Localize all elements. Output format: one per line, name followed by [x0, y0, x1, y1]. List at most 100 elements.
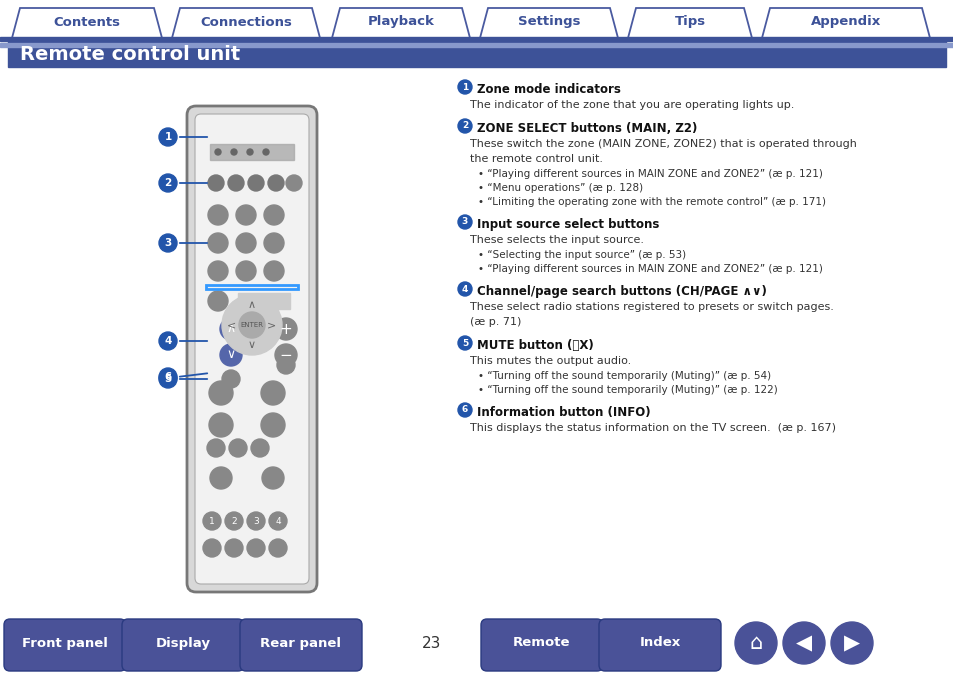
Text: 6: 6: [164, 372, 172, 382]
Circle shape: [830, 622, 872, 664]
Text: Channel/page search buttons (CH/PAGE ∧∨): Channel/page search buttons (CH/PAGE ∧∨): [476, 285, 766, 298]
Circle shape: [274, 344, 296, 366]
Text: 3: 3: [253, 516, 258, 526]
Text: +: +: [279, 322, 292, 336]
Text: These select radio stations registered to presets or switch pages.: These select radio stations registered t…: [470, 302, 833, 312]
Circle shape: [261, 413, 285, 437]
Text: 2: 2: [231, 516, 236, 526]
Text: Connections: Connections: [200, 15, 292, 28]
Text: 3: 3: [461, 217, 468, 227]
Text: Rear panel: Rear panel: [260, 637, 341, 649]
Text: 1: 1: [461, 83, 468, 92]
Circle shape: [222, 295, 282, 355]
Text: 23: 23: [422, 635, 441, 651]
Circle shape: [261, 381, 285, 405]
Circle shape: [225, 512, 243, 530]
Circle shape: [159, 128, 177, 146]
Text: These selects the input source.: These selects the input source.: [470, 235, 643, 245]
Text: This displays the status information on the TV screen.  (æ p. 167): This displays the status information on …: [470, 423, 835, 433]
FancyBboxPatch shape: [187, 106, 316, 592]
Circle shape: [276, 356, 294, 374]
Text: (æ p. 71): (æ p. 71): [470, 317, 521, 327]
Text: Remote: Remote: [513, 637, 570, 649]
Circle shape: [239, 312, 265, 338]
Circle shape: [286, 175, 302, 191]
Circle shape: [208, 233, 228, 253]
Text: the remote control unit.: the remote control unit.: [470, 154, 602, 164]
Text: ∨: ∨: [248, 340, 255, 350]
Circle shape: [208, 205, 228, 225]
Text: • “Turning off the sound temporarily (Muting)” (æ p. 122): • “Turning off the sound temporarily (Mu…: [477, 385, 777, 395]
Circle shape: [220, 344, 242, 366]
Text: • “Menu operations” (æ p. 128): • “Menu operations” (æ p. 128): [477, 183, 642, 193]
Text: Remote control unit: Remote control unit: [20, 44, 240, 63]
Circle shape: [208, 291, 228, 311]
Text: • “Playing different sources in MAIN ZONE and ZONE2” (æ p. 121): • “Playing different sources in MAIN ZON…: [477, 169, 822, 179]
Circle shape: [262, 467, 284, 489]
Text: 3: 3: [164, 238, 172, 248]
Circle shape: [247, 512, 265, 530]
Text: 6: 6: [461, 406, 468, 415]
Text: ⌂: ⌂: [749, 633, 761, 653]
Circle shape: [203, 539, 221, 557]
Text: Appendix: Appendix: [810, 15, 881, 28]
Text: ▶: ▶: [843, 633, 859, 653]
Text: ∨: ∨: [226, 349, 235, 361]
Circle shape: [214, 149, 221, 155]
Circle shape: [228, 175, 244, 191]
Circle shape: [734, 622, 776, 664]
Text: <: <: [227, 320, 236, 330]
Circle shape: [235, 205, 255, 225]
Text: • “Limiting the operating zone with the remote control” (æ p. 171): • “Limiting the operating zone with the …: [477, 197, 825, 207]
Circle shape: [457, 403, 472, 417]
Circle shape: [457, 119, 472, 133]
Text: ENTER: ENTER: [240, 322, 263, 328]
Circle shape: [263, 149, 269, 155]
Text: 4: 4: [274, 516, 280, 526]
Text: • “Turning off the sound temporarily (Muting)” (æ p. 54): • “Turning off the sound temporarily (Mu…: [477, 371, 770, 381]
Text: • “Selecting the input source” (æ p. 53): • “Selecting the input source” (æ p. 53): [477, 250, 685, 260]
Text: ZONE SELECT buttons (MAIN, Z2): ZONE SELECT buttons (MAIN, Z2): [476, 122, 697, 135]
Polygon shape: [332, 8, 470, 38]
Text: ∧: ∧: [226, 322, 235, 336]
Circle shape: [269, 539, 287, 557]
Circle shape: [159, 332, 177, 350]
Text: 1: 1: [164, 132, 172, 142]
Circle shape: [247, 149, 253, 155]
Circle shape: [208, 261, 228, 281]
Text: ◀: ◀: [795, 633, 811, 653]
Polygon shape: [761, 8, 929, 38]
Circle shape: [209, 381, 233, 405]
Text: Front panel: Front panel: [22, 637, 108, 649]
Text: These switch the zone (MAIN ZONE, ZONE2) that is operated through: These switch the zone (MAIN ZONE, ZONE2)…: [470, 139, 856, 149]
Circle shape: [457, 80, 472, 94]
Circle shape: [251, 439, 269, 457]
Circle shape: [159, 174, 177, 192]
Bar: [0, 37, 953, 41]
Circle shape: [235, 233, 255, 253]
Text: −: −: [279, 347, 292, 363]
Text: 2: 2: [461, 122, 468, 131]
Text: Contents: Contents: [53, 15, 120, 28]
Text: Zone mode indicators: Zone mode indicators: [476, 83, 620, 96]
Circle shape: [248, 175, 264, 191]
Text: 5: 5: [461, 339, 468, 347]
Circle shape: [264, 261, 284, 281]
Bar: [0, 43, 953, 47]
Circle shape: [209, 413, 233, 437]
Text: >: >: [267, 320, 276, 330]
FancyBboxPatch shape: [194, 114, 309, 584]
Polygon shape: [479, 8, 618, 38]
FancyBboxPatch shape: [4, 619, 126, 671]
Bar: [237, 293, 290, 309]
Text: MUTE button (🔇X): MUTE button (🔇X): [476, 339, 593, 352]
FancyBboxPatch shape: [240, 619, 361, 671]
FancyBboxPatch shape: [480, 619, 602, 671]
Circle shape: [229, 439, 247, 457]
Circle shape: [203, 512, 221, 530]
FancyBboxPatch shape: [598, 619, 720, 671]
Circle shape: [268, 175, 284, 191]
Text: 5: 5: [164, 374, 172, 384]
Text: Display: Display: [155, 637, 211, 649]
Text: 1: 1: [209, 516, 214, 526]
